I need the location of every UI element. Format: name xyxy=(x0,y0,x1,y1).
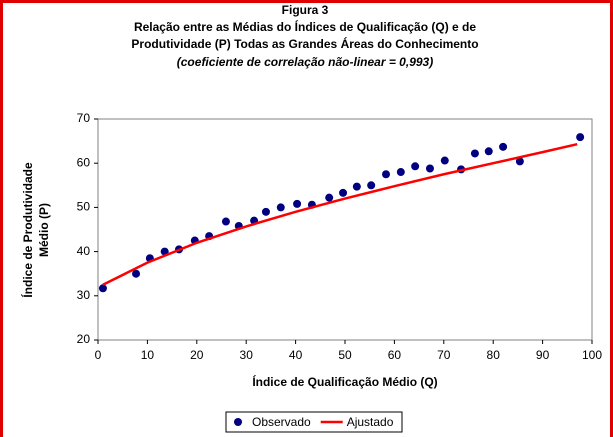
data-point xyxy=(339,188,348,197)
data-point xyxy=(515,157,524,166)
data-point xyxy=(221,217,230,226)
fit-line xyxy=(102,142,578,286)
y-tick-label: 70 xyxy=(77,111,91,125)
y-axis-label: Médio (P) xyxy=(37,203,51,257)
data-point xyxy=(293,199,302,208)
chart-title: Figura 3 xyxy=(282,3,329,17)
x-tick-label: 30 xyxy=(240,348,254,362)
data-point xyxy=(484,147,493,156)
y-tick-label: 50 xyxy=(77,200,91,214)
data-point xyxy=(411,162,420,171)
x-tick-label: 60 xyxy=(388,348,402,362)
data-point xyxy=(440,156,449,165)
legend xyxy=(225,411,403,433)
x-tick-label: 0 xyxy=(95,348,102,362)
y-tick-label: 20 xyxy=(77,332,91,346)
data-point xyxy=(352,182,361,191)
x-tick-label: 70 xyxy=(437,348,451,362)
chart-subtitle: (coeficiente de correlação não-linear = … xyxy=(177,55,433,69)
data-point xyxy=(98,284,107,293)
y-axis-label: Índice de Produtividade xyxy=(20,162,35,298)
data-point xyxy=(382,170,391,179)
y-tick-label: 60 xyxy=(77,155,91,169)
chart-subtitle: Produtividade (P) Todas as Grandes Áreas… xyxy=(131,36,478,51)
data-point xyxy=(425,164,434,173)
x-axis-label: Índice de Qualificação Médio (Q) xyxy=(252,374,437,389)
x-tick-label: 90 xyxy=(536,348,550,362)
y-tick-label: 30 xyxy=(77,288,91,302)
data-point xyxy=(325,193,334,202)
data-point xyxy=(396,168,405,177)
x-tick-label: 20 xyxy=(190,348,204,362)
data-point xyxy=(367,181,376,190)
chart-subtitle: Relação entre as Médias do Índices de Qu… xyxy=(134,19,476,34)
x-tick-label: 50 xyxy=(338,348,352,362)
x-tick-label: 100 xyxy=(582,348,602,362)
data-point xyxy=(276,203,285,212)
y-tick-label: 40 xyxy=(77,244,91,258)
data-point xyxy=(261,207,270,216)
x-tick-label: 10 xyxy=(141,348,155,362)
x-tick-label: 40 xyxy=(289,348,303,362)
x-tick-label: 80 xyxy=(487,348,501,362)
legend-label: Ajustado xyxy=(347,415,394,429)
data-point xyxy=(499,142,508,151)
legend-label: Observado xyxy=(252,415,311,429)
data-point xyxy=(470,149,479,158)
legend-marker xyxy=(234,418,242,426)
data-point xyxy=(132,269,141,278)
data-point xyxy=(576,133,585,142)
